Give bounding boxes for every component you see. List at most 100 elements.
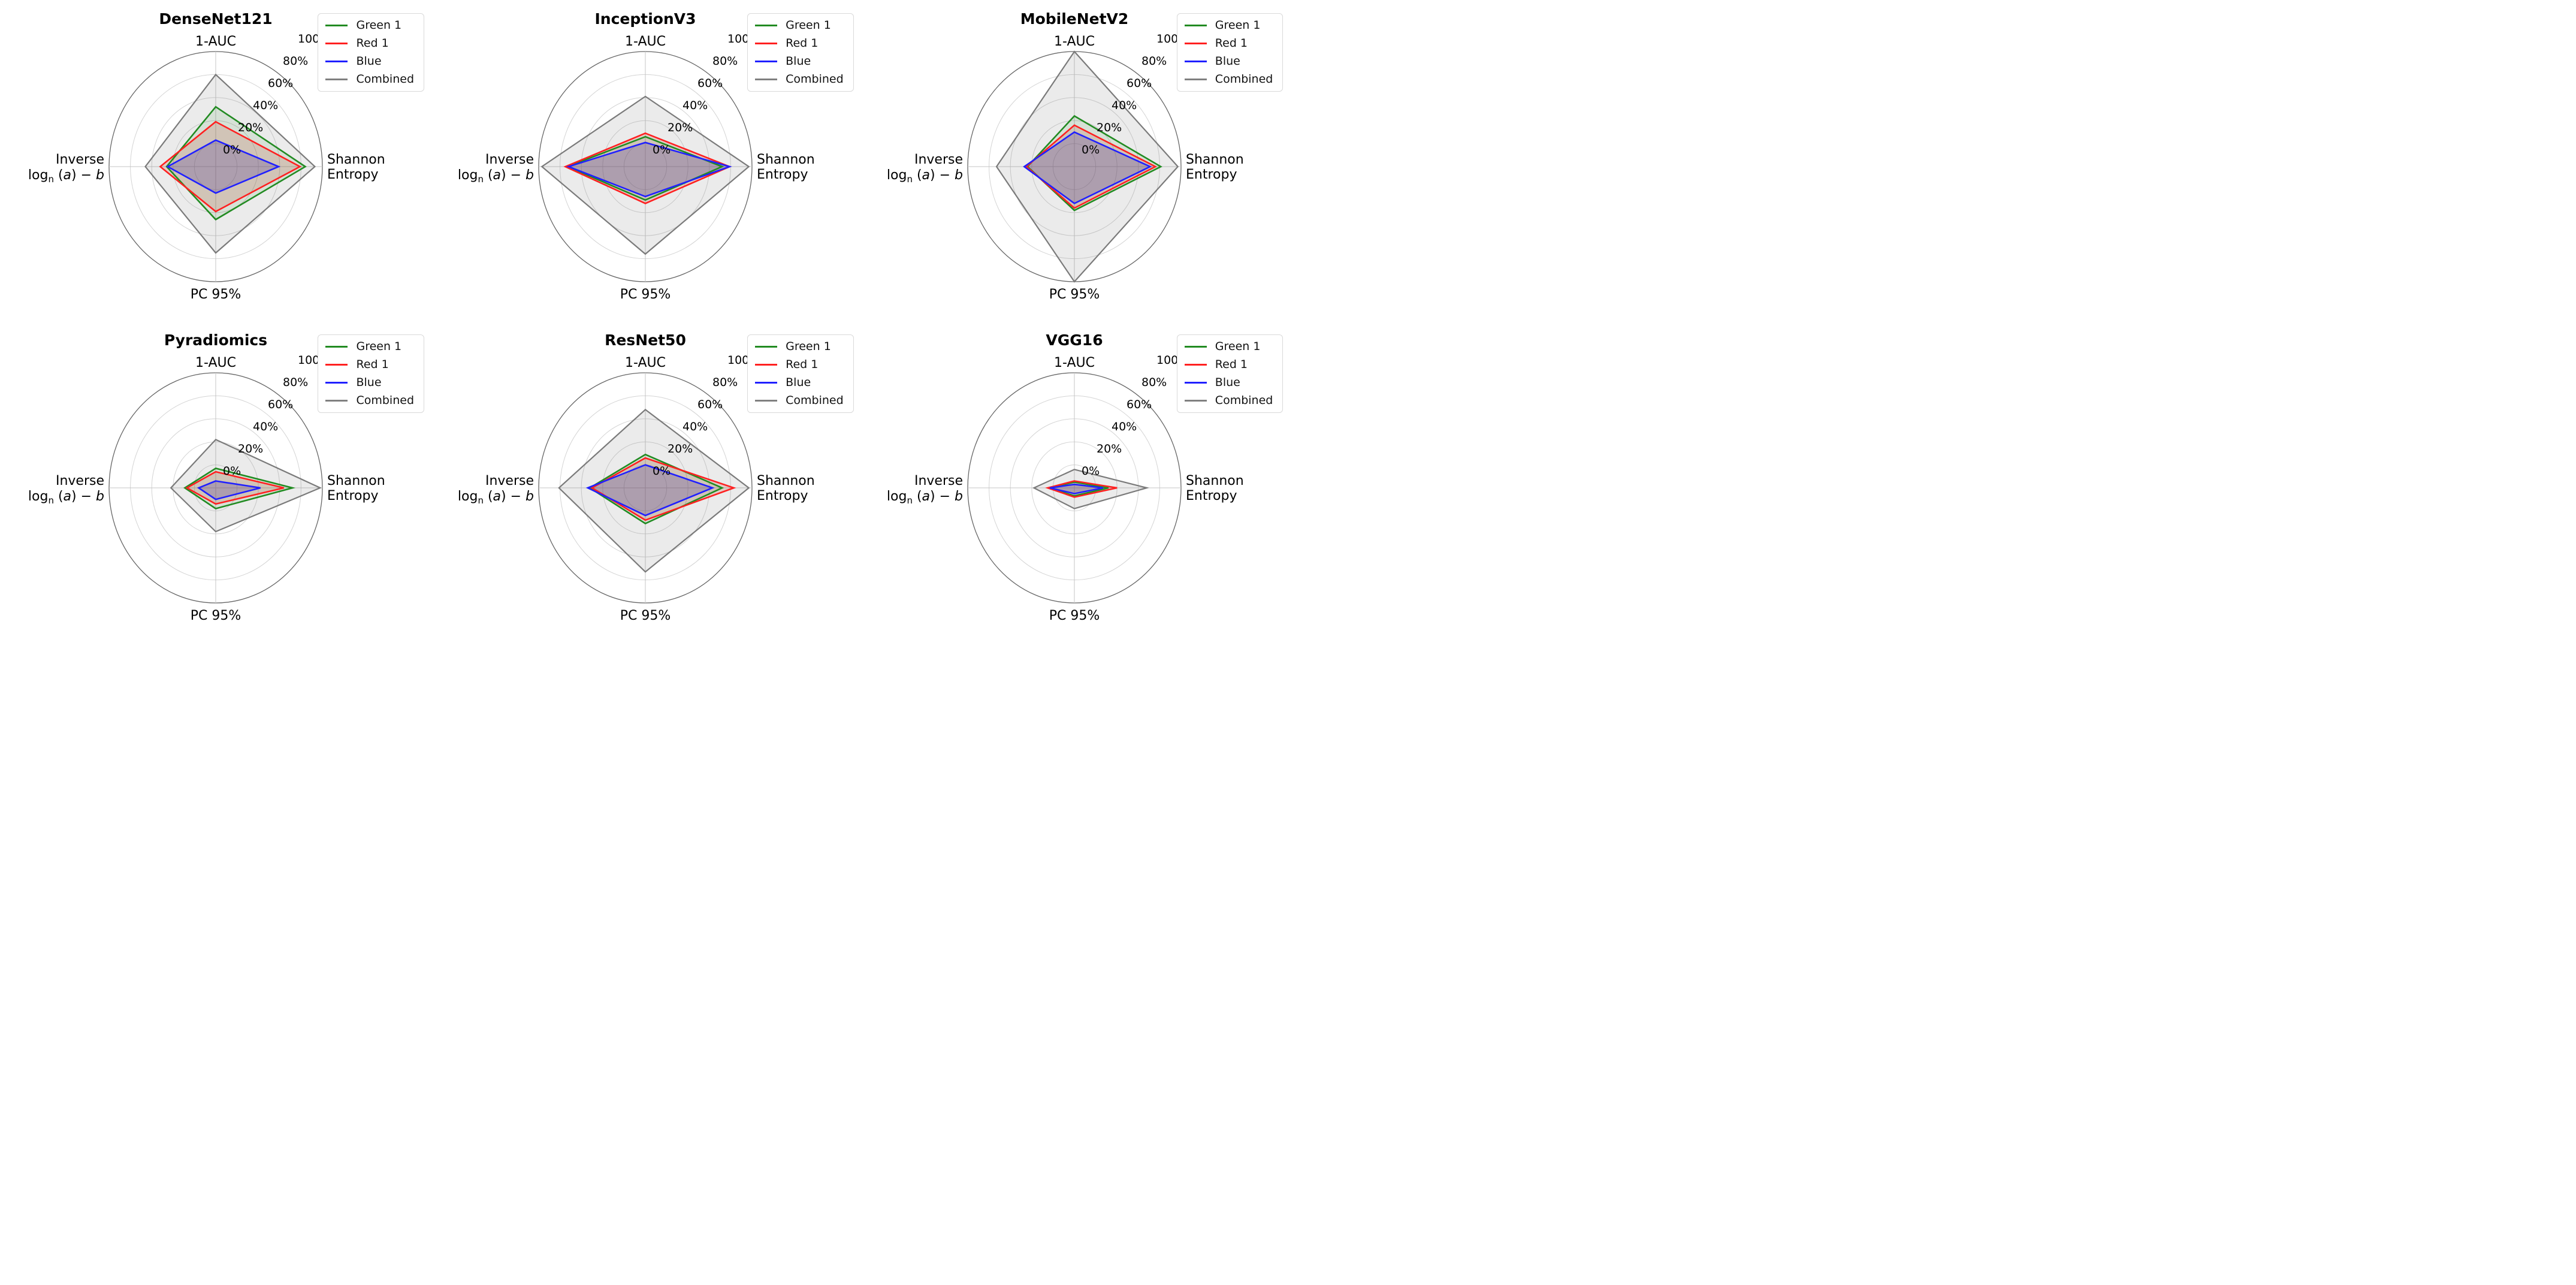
radial-tick-label-0: 0% bbox=[223, 464, 241, 478]
legend-label: Red 1 bbox=[786, 37, 819, 50]
legend-item-red-1: Red 1 bbox=[755, 38, 844, 49]
axis-label-shannon: Shannon bbox=[327, 473, 385, 488]
axis-label-1-auc: 1-AUC bbox=[1054, 34, 1095, 49]
radial-tick-label-0: 0% bbox=[653, 464, 671, 478]
radial-tick-label-80: 80% bbox=[1141, 376, 1167, 389]
radial-tick-label-40: 40% bbox=[682, 99, 708, 112]
legend-label: Green 1 bbox=[1215, 340, 1261, 353]
legend-swatch-green-1-line bbox=[1184, 346, 1207, 348]
radial-tick-label-60: 60% bbox=[1127, 77, 1152, 90]
legend-label: Blue bbox=[356, 376, 382, 389]
axis-label-inverse-line1: Inverse bbox=[56, 152, 104, 167]
legend-label: Green 1 bbox=[356, 19, 402, 32]
legend-swatch-combined-line bbox=[325, 400, 348, 402]
axis-label-1-auc: 1-AUC bbox=[195, 34, 236, 49]
legend-label: Green 1 bbox=[1215, 19, 1261, 32]
series-blue-polygon bbox=[585, 464, 715, 517]
legend-item-green-1: Green 1 bbox=[325, 341, 414, 352]
axis-label-shannon: Shannon bbox=[1186, 473, 1244, 488]
axis-label-entropy: Entropy bbox=[757, 488, 808, 503]
series-green-1-fill bbox=[167, 107, 306, 220]
axis-label-pc95: PC 95% bbox=[620, 287, 671, 302]
axis-label-inverse-line2: logn (a) − b bbox=[458, 489, 534, 506]
radar-figure: DenseNet121 0% 20% 40% 60% 80% 100% 1-AUC Shanno… bbox=[0, 0, 1288, 642]
legend-label: Blue bbox=[786, 55, 811, 68]
legend-item-blue: Blue bbox=[1184, 377, 1273, 388]
series-blue-fill bbox=[167, 140, 279, 194]
legend-label: Green 1 bbox=[786, 340, 831, 353]
axis-label-entropy: Entropy bbox=[327, 167, 378, 182]
series-blue-polygon bbox=[1050, 483, 1104, 494]
series-combined-polygon bbox=[170, 439, 322, 533]
radial-tick-label-60: 60% bbox=[697, 398, 723, 411]
axis-label-shannon: Shannon bbox=[327, 152, 385, 167]
legend: Green 1 Red 1 Blue Combined bbox=[1176, 334, 1284, 413]
radial-tick-label-40: 40% bbox=[253, 99, 278, 112]
axis-label-shannon: Shannon bbox=[757, 473, 815, 488]
legend-swatch-blue-line bbox=[325, 382, 348, 384]
legend-item-blue: Blue bbox=[755, 377, 844, 388]
radial-tick-label-60: 60% bbox=[697, 77, 723, 90]
legend-item-blue: Blue bbox=[1184, 56, 1273, 67]
axis-label-entropy: Entropy bbox=[1186, 488, 1237, 503]
chart-title: Pyradiomics bbox=[164, 331, 267, 349]
axis-label-entropy: Entropy bbox=[1186, 167, 1237, 182]
legend-swatch-red-1-line bbox=[1184, 364, 1207, 366]
radial-tick-label-80: 80% bbox=[712, 55, 738, 68]
axis-label-1-auc: 1-AUC bbox=[625, 355, 666, 370]
radar-chart-pyradiomics: Pyradiomics0%20%40%60%80%100%1-AUCShanno… bbox=[28, 331, 385, 623]
legend-swatch-red-1-line bbox=[755, 43, 778, 44]
series-green-1-polygon bbox=[165, 105, 307, 221]
legend-item-blue: Blue bbox=[755, 56, 844, 67]
series-green-1-polygon bbox=[588, 453, 724, 524]
radar-panel-inceptionv3: InceptionV3 0% 20% 40% 60% 80% 100% 1-AUC Shanno… bbox=[430, 0, 859, 321]
legend-swatch-combined-line bbox=[755, 79, 778, 80]
axis-label-pc95: PC 95% bbox=[191, 608, 241, 623]
legend-label: Combined bbox=[356, 73, 414, 86]
radial-tick-label-40: 40% bbox=[253, 420, 278, 433]
axis-label-pc95: PC 95% bbox=[191, 287, 241, 302]
axis-label-1-auc: 1-AUC bbox=[1054, 355, 1095, 370]
radial-tick-label-80: 80% bbox=[712, 376, 738, 389]
chart-title: ResNet50 bbox=[605, 331, 686, 349]
legend-label: Combined bbox=[1215, 394, 1273, 407]
legend-item-red-1: Red 1 bbox=[1184, 359, 1273, 370]
legend-swatch-blue-line bbox=[755, 382, 778, 384]
radial-tick-label-20: 20% bbox=[238, 121, 263, 134]
legend-item-combined: Combined bbox=[325, 395, 414, 406]
axis-label-inverse-line1: Inverse bbox=[485, 152, 534, 167]
radial-tick-label-0: 0% bbox=[1082, 143, 1100, 156]
axis-label-pc95: PC 95% bbox=[1049, 608, 1100, 623]
radial-tick-label-40: 40% bbox=[1112, 420, 1137, 433]
legend-label: Combined bbox=[356, 394, 414, 407]
series-blue-polygon bbox=[166, 139, 281, 194]
series-red-1-fill bbox=[591, 458, 734, 520]
series-green-1-fill bbox=[185, 468, 293, 509]
radial-tick-label-20: 20% bbox=[1097, 442, 1122, 456]
series-combined-fill bbox=[145, 74, 315, 254]
legend-item-blue: Blue bbox=[325, 377, 414, 388]
legend-swatch-blue-line bbox=[755, 61, 778, 62]
axis-label-inverse-line2: logn (a) − b bbox=[458, 168, 534, 185]
legend: Green 1 Red 1 Blue Combined bbox=[747, 334, 854, 413]
series-red-1-polygon bbox=[159, 120, 302, 213]
axis-label-1-auc: 1-AUC bbox=[625, 34, 666, 49]
radar-panel-pyradiomics: Pyradiomics 0% 20% 40% 60% 80% 100% 1-AUC Shanno… bbox=[0, 321, 429, 642]
legend-swatch-red-1-line bbox=[325, 364, 348, 366]
series-blue-fill bbox=[568, 142, 730, 197]
legend-item-blue: Blue bbox=[325, 56, 414, 67]
radial-tick-label-20: 20% bbox=[668, 442, 693, 456]
axis-label-inverse-line1: Inverse bbox=[485, 473, 534, 488]
legend: Green 1 Red 1 Blue Combined bbox=[747, 13, 854, 92]
axis-label-pc95: PC 95% bbox=[1049, 287, 1100, 302]
legend: Green 1 Red 1 Blue Combined bbox=[1176, 13, 1284, 92]
radar-chart-mobilenetv2: MobileNetV20%20%40%60%80%100%1-AUCShanno… bbox=[887, 10, 1244, 302]
radial-tick-label-0: 0% bbox=[653, 143, 671, 156]
radial-tick-label-60: 60% bbox=[268, 398, 293, 411]
legend-item-combined: Combined bbox=[1184, 394, 1273, 407]
radar-chart-vgg16: VGG160%20%40%60%80%100%1-AUCShannonEntro… bbox=[887, 331, 1244, 623]
series-red-1-polygon bbox=[590, 457, 736, 521]
series-red-1-fill bbox=[1026, 125, 1156, 209]
series-blue-polygon bbox=[566, 141, 732, 198]
series-combined-fill bbox=[558, 409, 749, 572]
